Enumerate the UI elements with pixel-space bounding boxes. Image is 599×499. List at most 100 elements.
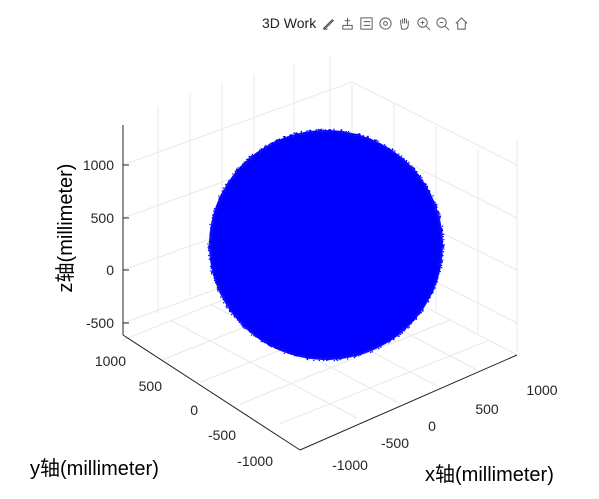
point xyxy=(426,185,429,187)
data-tip-icon[interactable] xyxy=(339,15,356,32)
point xyxy=(335,131,337,134)
point xyxy=(442,233,444,235)
point xyxy=(290,136,292,139)
point xyxy=(343,132,346,135)
point xyxy=(324,356,326,359)
point xyxy=(438,225,441,228)
point xyxy=(421,176,423,179)
point xyxy=(432,290,434,292)
point xyxy=(439,213,441,215)
point xyxy=(410,323,412,325)
point xyxy=(439,267,441,269)
point xyxy=(347,131,350,133)
point xyxy=(436,270,438,272)
axis-lines xyxy=(122,125,518,451)
point xyxy=(213,277,215,280)
point xyxy=(320,132,322,134)
point xyxy=(393,335,396,337)
point xyxy=(439,252,441,254)
point xyxy=(290,353,292,355)
point xyxy=(220,195,223,197)
point xyxy=(313,356,315,358)
point xyxy=(405,164,407,166)
point xyxy=(404,328,407,330)
point xyxy=(294,355,296,357)
point xyxy=(237,315,239,318)
point xyxy=(398,335,400,337)
point xyxy=(211,230,214,232)
point xyxy=(269,344,271,346)
home-icon[interactable] xyxy=(453,15,470,32)
point xyxy=(399,159,401,162)
point xyxy=(217,279,219,281)
point xyxy=(358,137,360,139)
z-tick-label: 500 xyxy=(91,210,115,226)
point xyxy=(438,212,440,214)
zoom-in-icon[interactable] xyxy=(415,15,432,32)
point xyxy=(415,317,418,320)
point xyxy=(438,248,441,251)
point xyxy=(211,261,213,263)
point xyxy=(403,160,406,162)
point xyxy=(422,304,424,306)
point xyxy=(349,356,351,358)
point xyxy=(360,135,362,137)
point xyxy=(207,243,209,245)
point xyxy=(308,129,310,132)
point xyxy=(404,161,407,164)
point xyxy=(393,338,395,340)
point xyxy=(385,341,387,343)
point xyxy=(368,139,370,142)
point xyxy=(428,190,431,192)
point xyxy=(233,312,235,315)
point xyxy=(435,274,438,276)
point xyxy=(394,153,397,155)
z-axis-label: z轴(millimeter) xyxy=(54,164,77,293)
point xyxy=(227,182,229,184)
point xyxy=(439,270,441,273)
point xyxy=(274,346,276,348)
point xyxy=(397,333,399,335)
point xyxy=(263,339,265,341)
point xyxy=(326,132,328,134)
point xyxy=(440,232,442,234)
point xyxy=(388,339,390,341)
point xyxy=(353,356,356,359)
point xyxy=(308,131,310,133)
x-axis-label: x轴(millimeter) xyxy=(425,463,554,486)
point xyxy=(352,134,354,137)
point xyxy=(414,174,416,177)
brush-icon[interactable] xyxy=(320,15,337,32)
point xyxy=(391,336,393,339)
point xyxy=(371,349,373,351)
point xyxy=(214,282,217,284)
rotate-3d-icon[interactable] xyxy=(377,15,394,32)
point xyxy=(422,183,424,185)
point xyxy=(303,134,306,136)
zoom-out-icon[interactable] xyxy=(434,15,451,32)
point xyxy=(297,135,299,137)
point xyxy=(389,336,391,339)
point xyxy=(422,179,424,181)
point xyxy=(380,342,383,344)
point xyxy=(442,259,444,261)
point xyxy=(242,326,244,328)
point xyxy=(357,133,359,136)
point xyxy=(283,352,285,354)
point xyxy=(240,320,243,322)
point xyxy=(314,130,316,133)
point xyxy=(285,349,288,351)
z-tick-label: -500 xyxy=(86,315,114,331)
pan-icon[interactable] xyxy=(396,15,413,32)
point xyxy=(257,151,259,153)
legend-icon[interactable] xyxy=(358,15,375,32)
point xyxy=(355,133,357,136)
point xyxy=(214,212,216,214)
point xyxy=(424,302,426,304)
point xyxy=(414,171,416,173)
point xyxy=(296,352,299,354)
point xyxy=(246,326,249,329)
point xyxy=(439,250,441,253)
point xyxy=(230,181,232,184)
